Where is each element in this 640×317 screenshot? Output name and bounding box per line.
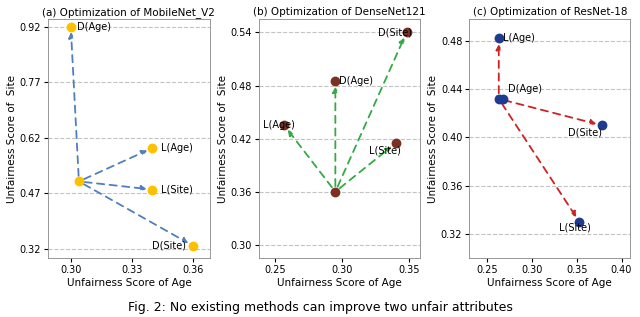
Title: (a) Optimization of MobileNet_V2: (a) Optimization of MobileNet_V2 <box>42 7 216 18</box>
Point <box>498 96 508 101</box>
Text: Fig. 2: No existing methods can improve two unfair attributes: Fig. 2: No existing methods can improve … <box>127 301 513 314</box>
Text: L(Age): L(Age) <box>161 143 193 153</box>
Point <box>279 123 289 128</box>
Point <box>596 123 607 128</box>
Point <box>574 219 584 224</box>
Text: D(Age): D(Age) <box>339 76 373 86</box>
Point <box>147 146 157 151</box>
Point <box>493 36 504 41</box>
Point <box>74 179 84 184</box>
Point <box>66 24 76 29</box>
Y-axis label: Unfairness Score of  Site: Unfairness Score of Site <box>218 74 228 203</box>
Text: L(Site): L(Site) <box>369 145 401 155</box>
Text: D(Age): D(Age) <box>508 84 541 94</box>
Text: L(Age): L(Age) <box>263 120 294 130</box>
Text: L(Site): L(Site) <box>161 184 193 195</box>
Text: D(Age): D(Age) <box>77 22 111 31</box>
Y-axis label: Unfairness Score of  Site: Unfairness Score of Site <box>7 74 17 203</box>
X-axis label: Unfairness Score of Age: Unfairness Score of Age <box>488 278 612 288</box>
Title: (c) Optimization of ResNet-18: (c) Optimization of ResNet-18 <box>472 7 627 17</box>
Text: D(Site): D(Site) <box>152 241 186 251</box>
Point <box>330 189 340 194</box>
Point <box>401 30 412 35</box>
Title: (b) Optimization of DenseNet121: (b) Optimization of DenseNet121 <box>253 7 426 17</box>
Text: D(Site): D(Site) <box>378 27 412 37</box>
Text: L(Age): L(Age) <box>503 33 535 43</box>
Point <box>493 96 504 101</box>
Point <box>390 140 401 146</box>
Text: L(Site): L(Site) <box>559 223 591 233</box>
Point <box>188 243 198 249</box>
Point <box>147 187 157 192</box>
Text: D(Site): D(Site) <box>568 127 602 138</box>
X-axis label: Unfairness Score of Age: Unfairness Score of Age <box>67 278 191 288</box>
Point <box>330 79 340 84</box>
X-axis label: Unfairness Score of Age: Unfairness Score of Age <box>277 278 402 288</box>
Y-axis label: Unfairness Score of  Site: Unfairness Score of Site <box>428 74 438 203</box>
